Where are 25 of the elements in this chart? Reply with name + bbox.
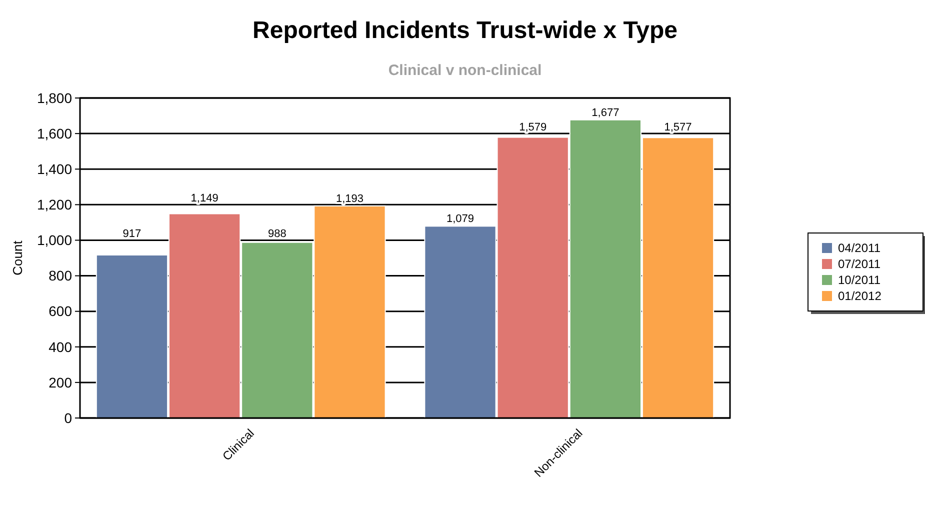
- y-tick-label: 1,400: [36, 161, 72, 178]
- data-label: 1,149: [190, 192, 218, 205]
- y-tick-label: 400: [48, 338, 72, 355]
- data-label: 917: [122, 228, 142, 240]
- data-label: 1,579: [519, 122, 547, 134]
- data-label: 1,079: [446, 213, 474, 226]
- data-label: 1,677: [592, 106, 620, 119]
- y-tick-label: 1,600: [36, 125, 72, 142]
- data-label: 1,193: [336, 192, 364, 205]
- y-tick-label: 200: [48, 374, 72, 390]
- chart-subtitle: Clinical v non-clinical: [388, 62, 542, 79]
- legend-label: 07/2011: [838, 257, 881, 272]
- y-tick-label: 600: [48, 303, 72, 320]
- data-label: 988: [268, 228, 286, 240]
- legend-label: 10/2011: [838, 273, 881, 288]
- y-tick-label: 800: [48, 268, 72, 284]
- legend-label: 01/2012: [838, 289, 882, 304]
- legend-label: 04/2011: [838, 241, 881, 256]
- chart-title: Reported Incidents Trust-wide x Type: [252, 17, 678, 44]
- y-axis-title: Count: [10, 240, 25, 276]
- data-label: 1,577: [664, 122, 692, 134]
- y-tick-label: 0: [64, 410, 72, 426]
- y-tick-label: 1,800: [36, 90, 72, 106]
- y-tick-label: 1,200: [36, 196, 72, 213]
- y-tick-label: 1,000: [36, 232, 72, 248]
